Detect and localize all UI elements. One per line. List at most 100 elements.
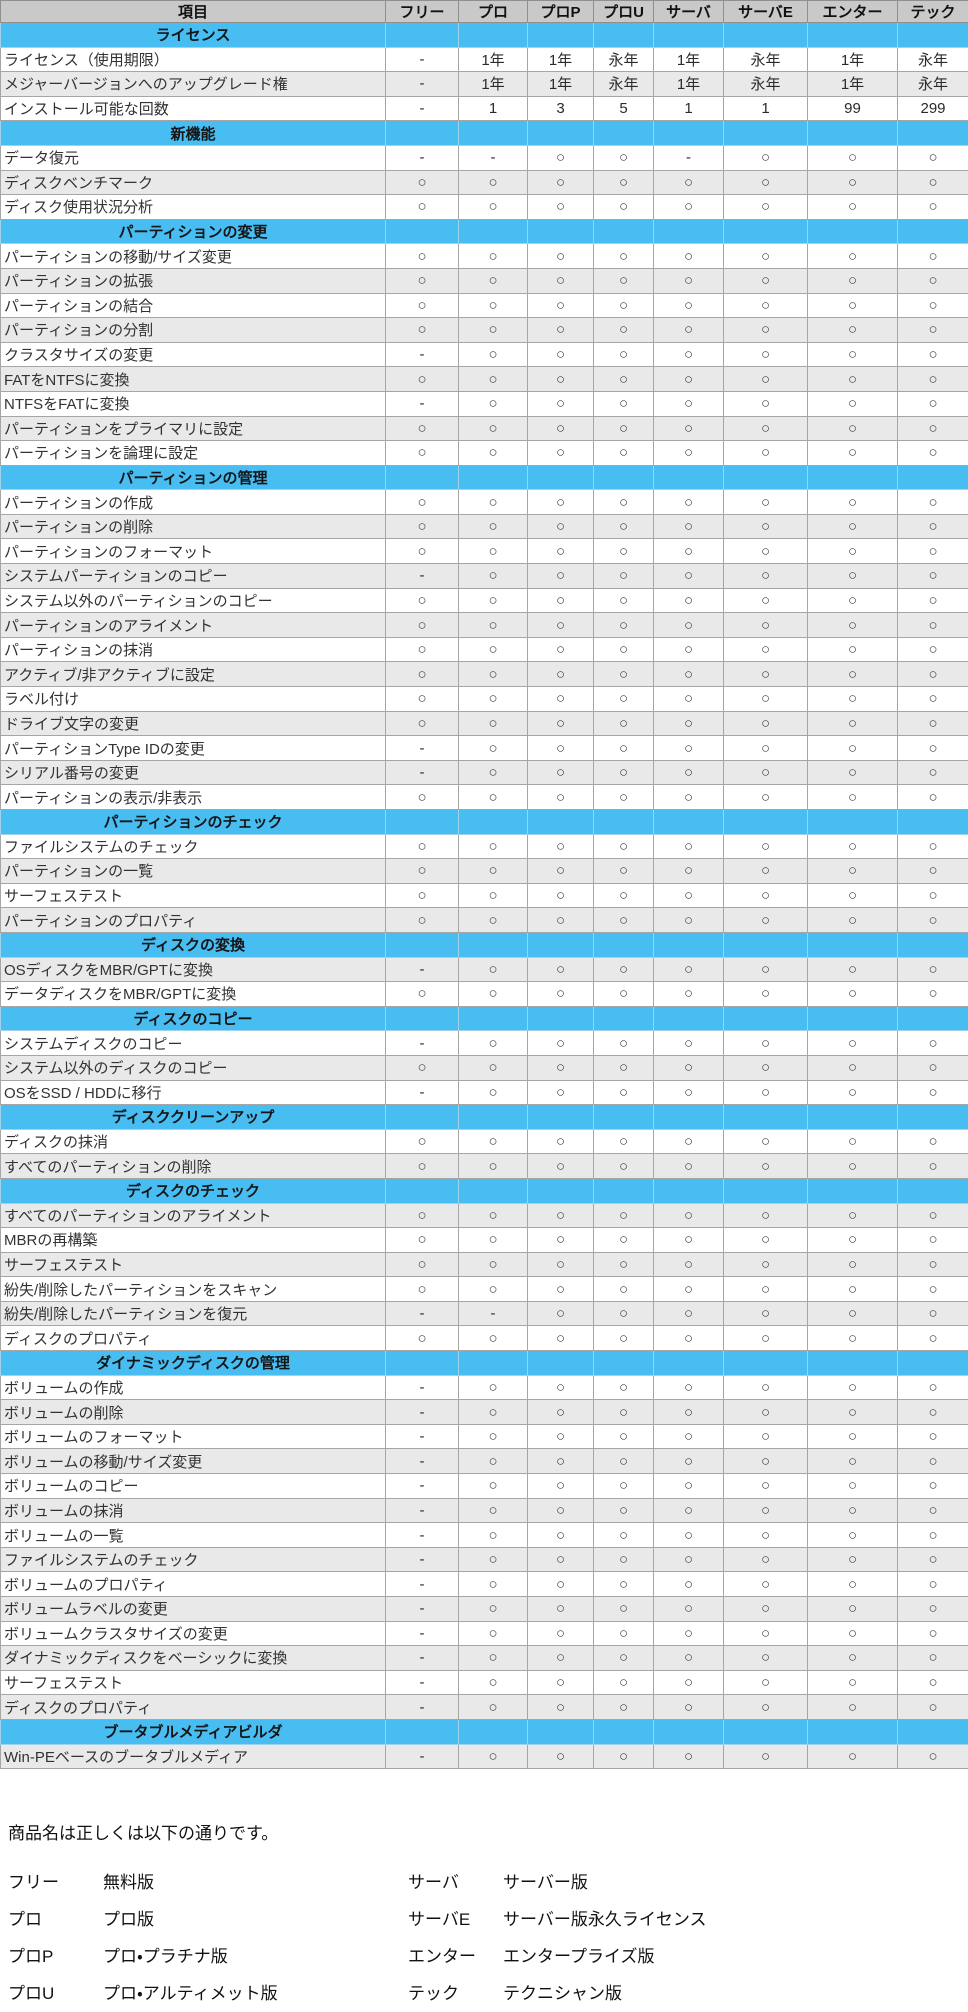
supported-circle-mark: ○ xyxy=(654,1301,724,1326)
feature-row: ボリュームの作成-○○○○○○○ xyxy=(1,1375,968,1400)
edition-column-header: サーバ xyxy=(654,1,724,23)
supported-circle-mark: ○ xyxy=(898,1498,968,1523)
legend-abbreviation: プロ xyxy=(8,1901,103,1938)
supported-circle-mark: ○ xyxy=(724,1424,808,1449)
feature-row: ドライブ文字の変更○○○○○○○○ xyxy=(1,711,968,736)
feature-row: ボリュームのコピー-○○○○○○○ xyxy=(1,1474,968,1499)
feature-row: ボリュームのフォーマット-○○○○○○○ xyxy=(1,1424,968,1449)
supported-circle-mark: ○ xyxy=(724,637,808,662)
feature-label: ボリュームの移動/サイズ変更 xyxy=(1,1449,386,1474)
supported-circle-mark: ○ xyxy=(386,268,459,293)
feature-label: パーティションType IDの変更 xyxy=(1,736,386,761)
supported-circle-mark: ○ xyxy=(459,1621,528,1646)
feature-row: ボリュームの一覧-○○○○○○○ xyxy=(1,1523,968,1548)
supported-circle-mark: ○ xyxy=(459,1424,528,1449)
supported-circle-mark: ○ xyxy=(654,711,724,736)
section-spacer-cell xyxy=(594,810,654,835)
feature-value: 1年 xyxy=(808,72,898,97)
not-supported-dash: - xyxy=(386,391,459,416)
not-supported-dash: - xyxy=(386,1498,459,1523)
not-supported-dash: - xyxy=(386,342,459,367)
feature-label: ディスク使用状況分析 xyxy=(1,195,386,220)
not-supported-dash: - xyxy=(386,1621,459,1646)
supported-circle-mark: ○ xyxy=(898,982,968,1007)
supported-circle-mark: ○ xyxy=(898,514,968,539)
legend-full-name: プロ・プラチナ版 xyxy=(103,1938,228,1975)
section-spacer-cell xyxy=(898,121,968,146)
section-spacer-cell xyxy=(459,810,528,835)
section-spacer-cell xyxy=(654,1105,724,1130)
supported-circle-mark: ○ xyxy=(594,1424,654,1449)
supported-circle-mark: ○ xyxy=(808,1129,898,1154)
supported-circle-mark: ○ xyxy=(808,687,898,712)
feature-value: 1年 xyxy=(459,47,528,72)
feature-value: 永年 xyxy=(724,72,808,97)
supported-circle-mark: ○ xyxy=(654,588,724,613)
supported-circle-mark: ○ xyxy=(459,613,528,638)
section-spacer-cell xyxy=(594,121,654,146)
section-spacer-cell xyxy=(724,121,808,146)
supported-circle-mark: ○ xyxy=(528,1424,594,1449)
supported-circle-mark: ○ xyxy=(528,1621,594,1646)
legend-abbreviation: エンター xyxy=(408,1938,503,1975)
supported-circle-mark: ○ xyxy=(654,1203,724,1228)
section-spacer-cell xyxy=(808,219,898,244)
section-spacer-cell xyxy=(386,1351,459,1376)
supported-circle-mark: ○ xyxy=(808,1670,898,1695)
supported-circle-mark: ○ xyxy=(459,859,528,884)
section-spacer-cell xyxy=(528,1178,594,1203)
supported-circle-mark: ○ xyxy=(386,170,459,195)
supported-circle-mark: ○ xyxy=(898,342,968,367)
section-row: ディスクのコピー xyxy=(1,1006,968,1031)
feature-label: ファイルシステムのチェック xyxy=(1,1547,386,1572)
feature-label: ボリュームのプロパティ xyxy=(1,1572,386,1597)
supported-circle-mark: ○ xyxy=(528,1203,594,1228)
feature-row: サーフェステスト-○○○○○○○ xyxy=(1,1670,968,1695)
feature-row: ボリュームクラスタサイズの変更-○○○○○○○ xyxy=(1,1621,968,1646)
supported-circle-mark: ○ xyxy=(459,170,528,195)
not-supported-dash: - xyxy=(386,1301,459,1326)
supported-circle-mark: ○ xyxy=(898,613,968,638)
not-supported-dash: - xyxy=(386,1744,459,1769)
supported-circle-mark: ○ xyxy=(808,391,898,416)
feature-label: ボリュームのフォーマット xyxy=(1,1424,386,1449)
supported-circle-mark: ○ xyxy=(528,1252,594,1277)
supported-circle-mark: ○ xyxy=(724,318,808,343)
section-spacer-cell xyxy=(654,1006,724,1031)
supported-circle-mark: ○ xyxy=(724,957,808,982)
feature-row: パーティションの結合○○○○○○○○ xyxy=(1,293,968,318)
feature-row: NTFSをFATに変換-○○○○○○○ xyxy=(1,391,968,416)
not-supported-dash: - xyxy=(386,72,459,97)
supported-circle-mark: ○ xyxy=(808,1277,898,1302)
section-row: ディスクのチェック xyxy=(1,1178,968,1203)
section-spacer-cell xyxy=(528,23,594,48)
feature-row: データディスクをMBR/GPTに変換○○○○○○○○ xyxy=(1,982,968,1007)
supported-circle-mark: ○ xyxy=(459,1597,528,1622)
supported-circle-mark: ○ xyxy=(654,1228,724,1253)
legend-full-name: プロ・アルティメット版 xyxy=(103,1975,278,2012)
supported-circle-mark: ○ xyxy=(386,1129,459,1154)
supported-circle-mark: ○ xyxy=(898,785,968,810)
legend-abbreviation: プロP xyxy=(8,1938,103,1975)
supported-circle-mark: ○ xyxy=(654,1449,724,1474)
supported-circle-mark: ○ xyxy=(528,957,594,982)
supported-circle-mark: ○ xyxy=(654,859,724,884)
feature-label: パーティションの一覧 xyxy=(1,859,386,884)
supported-circle-mark: ○ xyxy=(459,514,528,539)
section-spacer-cell xyxy=(898,1351,968,1376)
supported-circle-mark: ○ xyxy=(528,1326,594,1351)
feature-label: システムパーティションのコピー xyxy=(1,564,386,589)
supported-circle-mark: ○ xyxy=(724,760,808,785)
feature-label: OSをSSD / HDDに移行 xyxy=(1,1080,386,1105)
supported-circle-mark: ○ xyxy=(594,195,654,220)
supported-circle-mark: ○ xyxy=(594,711,654,736)
supported-circle-mark: ○ xyxy=(459,1326,528,1351)
supported-circle-mark: ○ xyxy=(808,244,898,269)
supported-circle-mark: ○ xyxy=(898,1203,968,1228)
feature-row: パーティションの削除○○○○○○○○ xyxy=(1,514,968,539)
section-spacer-cell xyxy=(459,1351,528,1376)
supported-circle-mark: ○ xyxy=(459,1252,528,1277)
feature-label: NTFSをFATに変換 xyxy=(1,391,386,416)
